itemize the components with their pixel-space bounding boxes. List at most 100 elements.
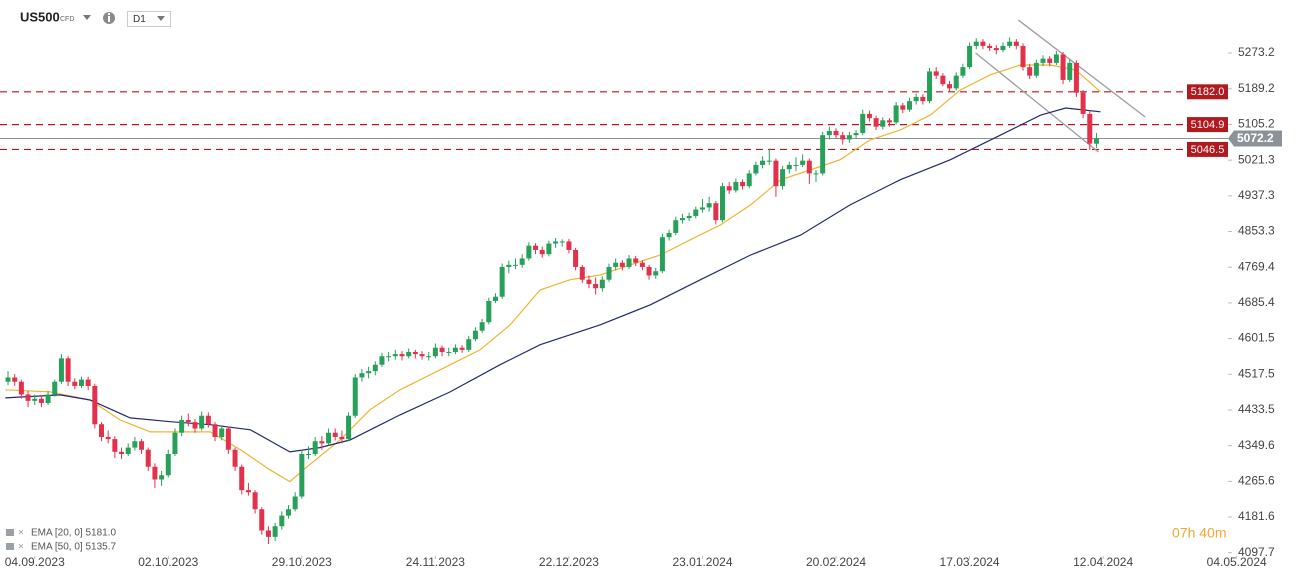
candle-body bbox=[506, 264, 512, 267]
y-tick-label: 4601.5 bbox=[1238, 331, 1275, 345]
candle-body bbox=[466, 339, 472, 350]
x-tick-label: 04.09.2023 bbox=[5, 555, 65, 569]
candle-body bbox=[579, 266, 585, 280]
candle-body bbox=[386, 356, 392, 358]
candle-body bbox=[172, 432, 178, 454]
candle-body bbox=[312, 441, 318, 454]
candle-body bbox=[980, 41, 986, 46]
candle-body bbox=[132, 441, 138, 448]
candle-body bbox=[58, 358, 64, 382]
candle-body bbox=[285, 509, 291, 516]
candle-body bbox=[519, 258, 525, 265]
candle-body bbox=[720, 186, 726, 221]
candle-body bbox=[379, 356, 385, 365]
candle-body bbox=[713, 203, 719, 221]
candle-body bbox=[1053, 54, 1059, 63]
candle-body bbox=[252, 492, 258, 510]
candle-body bbox=[860, 113, 866, 134]
candle-body bbox=[399, 354, 405, 357]
candle-body bbox=[319, 441, 325, 444]
y-tick-label: 5273.2 bbox=[1238, 45, 1275, 59]
candle-body bbox=[439, 347, 445, 352]
candle-body bbox=[412, 351, 418, 355]
candle-body bbox=[292, 496, 298, 510]
current-price-label: 5072.2 bbox=[1237, 131, 1274, 145]
candle-body bbox=[566, 241, 572, 250]
candle-body bbox=[920, 96, 926, 102]
candle-body bbox=[185, 419, 191, 423]
candle-body bbox=[259, 509, 265, 531]
symbol: US500 bbox=[20, 9, 60, 24]
candle-body bbox=[225, 428, 231, 450]
y-tick-label: 4769.4 bbox=[1238, 259, 1275, 273]
candle-body bbox=[332, 432, 338, 437]
candle-body bbox=[786, 164, 792, 170]
candle-body bbox=[326, 432, 332, 444]
y-tick-label: 4853.3 bbox=[1238, 224, 1275, 238]
candle-body bbox=[940, 75, 946, 85]
candle-body bbox=[639, 262, 645, 267]
candle-body bbox=[272, 526, 278, 537]
candle-body bbox=[800, 160, 806, 165]
candle-body bbox=[826, 130, 832, 136]
timeframe-select[interactable] bbox=[127, 11, 171, 27]
candle-body bbox=[212, 424, 218, 437]
candle-body bbox=[219, 428, 225, 437]
candle-body bbox=[973, 41, 979, 46]
candle-body bbox=[432, 347, 438, 357]
candle-body bbox=[139, 441, 145, 450]
candle-body bbox=[533, 245, 539, 250]
candle-body bbox=[1027, 67, 1033, 76]
candle-body bbox=[205, 415, 211, 425]
info-glyph bbox=[108, 16, 110, 22]
x-tick-label: 12.04.2024 bbox=[1073, 555, 1133, 569]
candle-body bbox=[192, 422, 198, 429]
candle-body bbox=[573, 249, 579, 267]
candle-body bbox=[659, 237, 665, 272]
y-tick-label: 4937.3 bbox=[1238, 188, 1275, 202]
candle-body bbox=[199, 415, 205, 429]
candle-body bbox=[1020, 45, 1026, 68]
level-label: 5104.9 bbox=[1191, 119, 1225, 131]
candle-body bbox=[586, 279, 592, 284]
candle-body bbox=[766, 160, 772, 162]
instrument: CFD bbox=[60, 16, 74, 23]
candle-body bbox=[633, 258, 639, 263]
candle-body bbox=[1000, 45, 1006, 51]
legend-label: EMA [50, 0] 5135.7 bbox=[31, 542, 116, 553]
candle-body bbox=[900, 105, 906, 110]
candle-body bbox=[1047, 58, 1053, 63]
y-tick-label: 4181.6 bbox=[1238, 509, 1275, 523]
candle-body bbox=[886, 120, 892, 123]
candle-body bbox=[893, 105, 899, 123]
candle-body bbox=[492, 296, 498, 301]
candle-body bbox=[953, 75, 959, 89]
candle-body bbox=[599, 279, 605, 289]
candle-body bbox=[239, 466, 245, 491]
candle-body bbox=[613, 262, 619, 267]
symbol-dropdown[interactable] bbox=[83, 15, 91, 20]
candle-body bbox=[686, 215, 692, 219]
candle-body bbox=[987, 45, 993, 49]
level-label-bg bbox=[1187, 84, 1228, 100]
y-tick-label: 4265.6 bbox=[1238, 474, 1275, 488]
candle-body bbox=[1087, 113, 1093, 144]
candle-body bbox=[960, 67, 966, 76]
candle-body bbox=[840, 135, 846, 140]
trendline bbox=[1017, 19, 1146, 118]
candle-body bbox=[32, 398, 38, 401]
candle-body bbox=[359, 373, 365, 378]
candle-body bbox=[833, 130, 839, 136]
plot: 5273.2 5189.2 5105.2 5021.3 4937.3 4853.3 4769… bbox=[0, 19, 1282, 569]
candle-body bbox=[539, 249, 545, 255]
candle-body bbox=[452, 347, 458, 352]
level-label: 5182.0 bbox=[1191, 86, 1225, 98]
candle-body bbox=[72, 381, 78, 386]
candle-body bbox=[606, 266, 612, 280]
candle-body bbox=[866, 113, 872, 119]
candle-body bbox=[906, 101, 912, 110]
candle-body bbox=[813, 173, 819, 175]
candle-body bbox=[947, 84, 953, 89]
candle-body bbox=[526, 245, 532, 259]
